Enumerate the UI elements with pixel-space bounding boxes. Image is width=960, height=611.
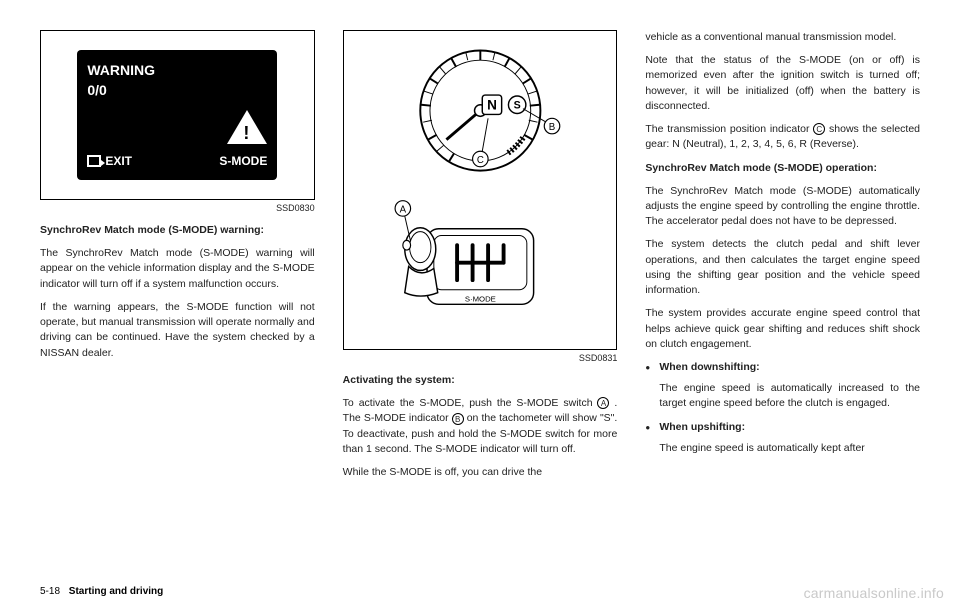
page-footer: 5-18 Starting and driving <box>40 586 163 597</box>
para-3-1: vehicle as a conventional manual transmi… <box>645 30 920 45</box>
gauge-n-label: N <box>487 98 497 113</box>
section-title: Starting and driving <box>69 586 163 597</box>
li1-body: The engine speed is automatically increa… <box>659 381 920 411</box>
mode-label: S-MODE <box>219 153 267 170</box>
figure-label-1: SSD0830 <box>40 202 315 215</box>
column-2: N S B C <box>343 30 618 550</box>
figure-warning-screen: WARNING 0/0 EXIT S-MODE <box>40 30 315 200</box>
column-1: WARNING 0/0 EXIT S-MODE <box>40 30 315 550</box>
bullet-list: When upshifting: <box>645 420 920 435</box>
figure-label-2: SSD0831 <box>343 352 618 365</box>
list-item: When downshifting: <box>645 360 920 375</box>
para-2-1: To activate the S-MODE, push the S-MODE … <box>343 396 618 457</box>
page-number: 5-18 <box>40 586 60 597</box>
heading-operation: SynchroRev Match mode (S-MODE) operation… <box>645 161 920 176</box>
callout-b: B <box>548 122 554 133</box>
li1-title: When downshifting: <box>659 361 759 373</box>
para-3-2: Note that the status of the S-MODE (on o… <box>645 53 920 114</box>
warning-count: 0/0 <box>87 80 267 100</box>
para-3-6: The system provides accurate engine spee… <box>645 306 920 352</box>
display-screen-inner: WARNING 0/0 EXIT S-MODE <box>77 50 277 180</box>
gauge-s-label: S <box>513 100 520 112</box>
bullet-list: When downshifting: <box>645 360 920 375</box>
circled-b-inline: B <box>452 413 464 425</box>
smode-plate-label: S·MODE <box>465 294 496 303</box>
warning-title-block: WARNING 0/0 <box>87 60 267 101</box>
exit-icon: EXIT <box>87 153 132 170</box>
para-2-2: While the S-MODE is off, you can drive t… <box>343 465 618 480</box>
column-3: vehicle as a conventional manual transmi… <box>645 30 920 550</box>
watermark: carmanualsonline.info <box>804 585 944 601</box>
callout-a: A <box>399 204 406 215</box>
gauge-shifter-svg: N S B C <box>348 35 613 345</box>
para-1-2: If the warning appears, the S-MODE funct… <box>40 300 315 361</box>
circled-a-inline: A <box>597 397 609 409</box>
li2-title: When upshifting: <box>659 421 745 433</box>
para-1-1: The SynchroRev Match mode (S-MODE) warni… <box>40 246 315 292</box>
para-3-5: The system detects the clutch pedal and … <box>645 237 920 298</box>
list-item: When upshifting: <box>645 420 920 435</box>
li2-body: The engine speed is automatically kept a… <box>659 441 920 456</box>
exit-label: EXIT <box>105 153 132 170</box>
warning-bottom: EXIT S-MODE <box>87 153 267 170</box>
warning-title: WARNING <box>87 60 267 80</box>
manual-page: WARNING 0/0 EXIT S-MODE <box>0 0 960 611</box>
warning-triangle-icon <box>227 110 267 144</box>
para-3-4: The SynchroRev Match mode (S-MODE) autom… <box>645 184 920 230</box>
display-screen: WARNING 0/0 EXIT S-MODE <box>45 35 310 195</box>
circled-c-inline: C <box>813 123 825 135</box>
para-3-3: The transmission position indicator C sh… <box>645 122 920 152</box>
heading-activating: Activating the system: <box>343 373 618 388</box>
heading-warning: SynchroRev Match mode (S-MODE) warning: <box>40 223 315 238</box>
callout-c: C <box>477 155 484 166</box>
figure-gauge-shifter: N S B C <box>343 30 618 350</box>
content-columns: WARNING 0/0 EXIT S-MODE <box>40 30 920 550</box>
warning-row <box>87 110 267 144</box>
